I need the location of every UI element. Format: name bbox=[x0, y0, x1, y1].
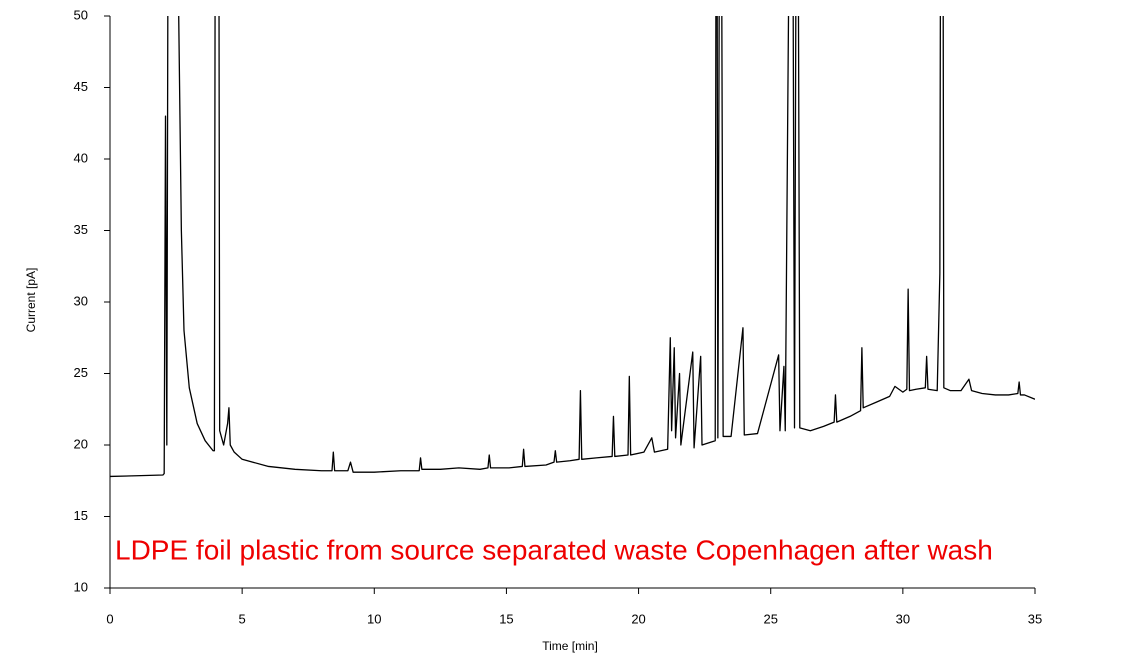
y-tick-label: 25 bbox=[74, 365, 88, 380]
x-tick-label: 5 bbox=[239, 611, 246, 626]
y-tick-label: 30 bbox=[74, 293, 88, 308]
annotation: LDPE foil plastic from source separated … bbox=[115, 534, 993, 565]
y-tick-label: 15 bbox=[74, 508, 88, 523]
y-tick-label: 20 bbox=[74, 436, 88, 451]
chromatogram-line bbox=[110, 16, 1035, 478]
y-tick-label: 45 bbox=[74, 79, 88, 94]
ticks: 10 15 20 25 30 35 40 45 50 0 5 10 15 20 25 30 35 bbox=[74, 7, 1043, 626]
x-tick-label: 30 bbox=[896, 611, 910, 626]
x-tick-label: 20 bbox=[631, 611, 645, 626]
plot-area bbox=[110, 16, 1035, 478]
x-tick-label: 15 bbox=[499, 611, 513, 626]
x-tick-label: 25 bbox=[763, 611, 777, 626]
y-tick-label: 10 bbox=[74, 579, 88, 594]
y-tick-label: 35 bbox=[74, 222, 88, 237]
y-tick-label: 50 bbox=[74, 7, 88, 22]
x-tick-label: 10 bbox=[367, 611, 381, 626]
y-axis-label: Current [pA] bbox=[24, 268, 38, 333]
x-axis-label: Time [min] bbox=[542, 639, 598, 653]
y-tick-label: 40 bbox=[74, 150, 88, 165]
x-tick-label: 35 bbox=[1028, 611, 1042, 626]
x-tick-label: 0 bbox=[106, 611, 113, 626]
